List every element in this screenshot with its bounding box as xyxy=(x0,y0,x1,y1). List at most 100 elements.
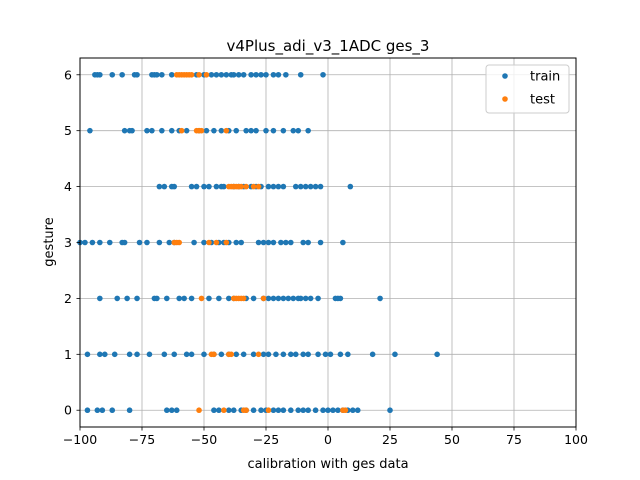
train-point xyxy=(223,71,230,78)
train-point xyxy=(283,71,289,78)
x-axis-label: calibration with ges data xyxy=(247,457,408,472)
x-tick-label: 25 xyxy=(382,432,398,447)
train-point xyxy=(206,183,212,190)
train-point xyxy=(136,239,143,246)
train-point xyxy=(134,351,140,358)
train-point xyxy=(161,351,168,358)
train-point xyxy=(295,407,302,414)
y-tick-label: 2 xyxy=(64,291,72,306)
train-point xyxy=(159,71,165,78)
train-point xyxy=(347,183,354,190)
test-point xyxy=(211,351,217,358)
train-point xyxy=(317,239,324,246)
train-point xyxy=(235,71,242,78)
legend-label-train: train xyxy=(530,70,560,85)
train-point xyxy=(392,351,398,358)
train-point xyxy=(154,295,160,302)
train-point xyxy=(201,183,207,190)
train-point xyxy=(337,295,344,302)
train-point xyxy=(144,127,150,134)
y-tick-label: 6 xyxy=(64,67,72,82)
train-point xyxy=(134,295,140,302)
train-point xyxy=(283,239,289,246)
train-point xyxy=(263,127,269,134)
train-point xyxy=(265,239,272,246)
train-point xyxy=(270,407,277,414)
train-point xyxy=(312,183,319,190)
train-point xyxy=(106,239,113,246)
train-point xyxy=(171,351,178,358)
train-point xyxy=(292,183,299,190)
train-point xyxy=(173,407,180,414)
train-point xyxy=(258,71,264,78)
train-point xyxy=(188,351,195,358)
train-point xyxy=(248,71,254,78)
test-point xyxy=(240,295,247,302)
legend-label-test: test xyxy=(530,93,555,108)
train-point xyxy=(290,295,297,302)
train-point xyxy=(260,239,267,246)
train-point xyxy=(312,407,319,414)
y-tick-label: 0 xyxy=(64,403,72,418)
y-tick-label: 3 xyxy=(64,235,72,250)
train-point xyxy=(84,351,91,358)
train-point xyxy=(305,407,311,414)
train-point xyxy=(97,71,103,78)
train-point xyxy=(109,71,116,78)
train-point xyxy=(176,295,182,302)
train-point xyxy=(253,127,259,134)
x-tick-label: −75 xyxy=(129,432,155,447)
train-point xyxy=(109,407,116,414)
train-point xyxy=(255,239,262,246)
train-point xyxy=(97,239,103,246)
train-point xyxy=(243,127,249,134)
x-tick-label: 0 xyxy=(324,432,332,447)
train-point xyxy=(307,295,314,302)
train-point xyxy=(275,183,282,190)
train-point xyxy=(111,351,118,358)
train-point xyxy=(280,183,287,190)
train-point xyxy=(280,351,287,358)
train-point xyxy=(250,295,257,302)
train-point xyxy=(146,351,153,358)
train-point xyxy=(387,407,393,414)
train-point xyxy=(270,127,277,134)
test-point xyxy=(198,127,205,134)
train-point xyxy=(216,295,222,302)
legend: train test xyxy=(485,64,570,114)
test-point xyxy=(196,71,202,78)
train-point xyxy=(164,295,170,302)
train-point xyxy=(295,127,302,134)
test-point xyxy=(213,239,220,246)
train-point xyxy=(345,351,351,358)
train-point xyxy=(171,183,178,190)
train-point xyxy=(121,239,128,246)
train-point xyxy=(134,71,140,78)
train-point xyxy=(280,295,287,302)
train-point xyxy=(250,407,257,414)
train-point xyxy=(201,239,207,246)
train-point xyxy=(288,239,294,246)
train-point xyxy=(124,295,130,302)
train-point xyxy=(263,71,269,78)
train-point xyxy=(218,127,225,134)
train-point xyxy=(94,407,101,414)
train-point xyxy=(320,407,326,414)
train-point xyxy=(335,407,341,414)
test-point xyxy=(188,71,195,78)
test-point xyxy=(255,183,262,190)
train-point xyxy=(305,239,311,246)
train-point xyxy=(218,351,225,358)
train-point xyxy=(154,71,160,78)
train-point xyxy=(253,71,259,78)
train-point xyxy=(193,183,200,190)
chart-title: v4Plus_adi_v3_1ADC ges_3 xyxy=(227,37,430,56)
train-point xyxy=(315,351,321,358)
test-point xyxy=(203,71,210,78)
train-point xyxy=(273,351,279,358)
test-point xyxy=(223,127,230,134)
x-tick-label: 50 xyxy=(444,432,460,447)
legend-marker-train xyxy=(502,73,508,79)
train-point xyxy=(208,71,215,78)
train-point xyxy=(297,295,304,302)
